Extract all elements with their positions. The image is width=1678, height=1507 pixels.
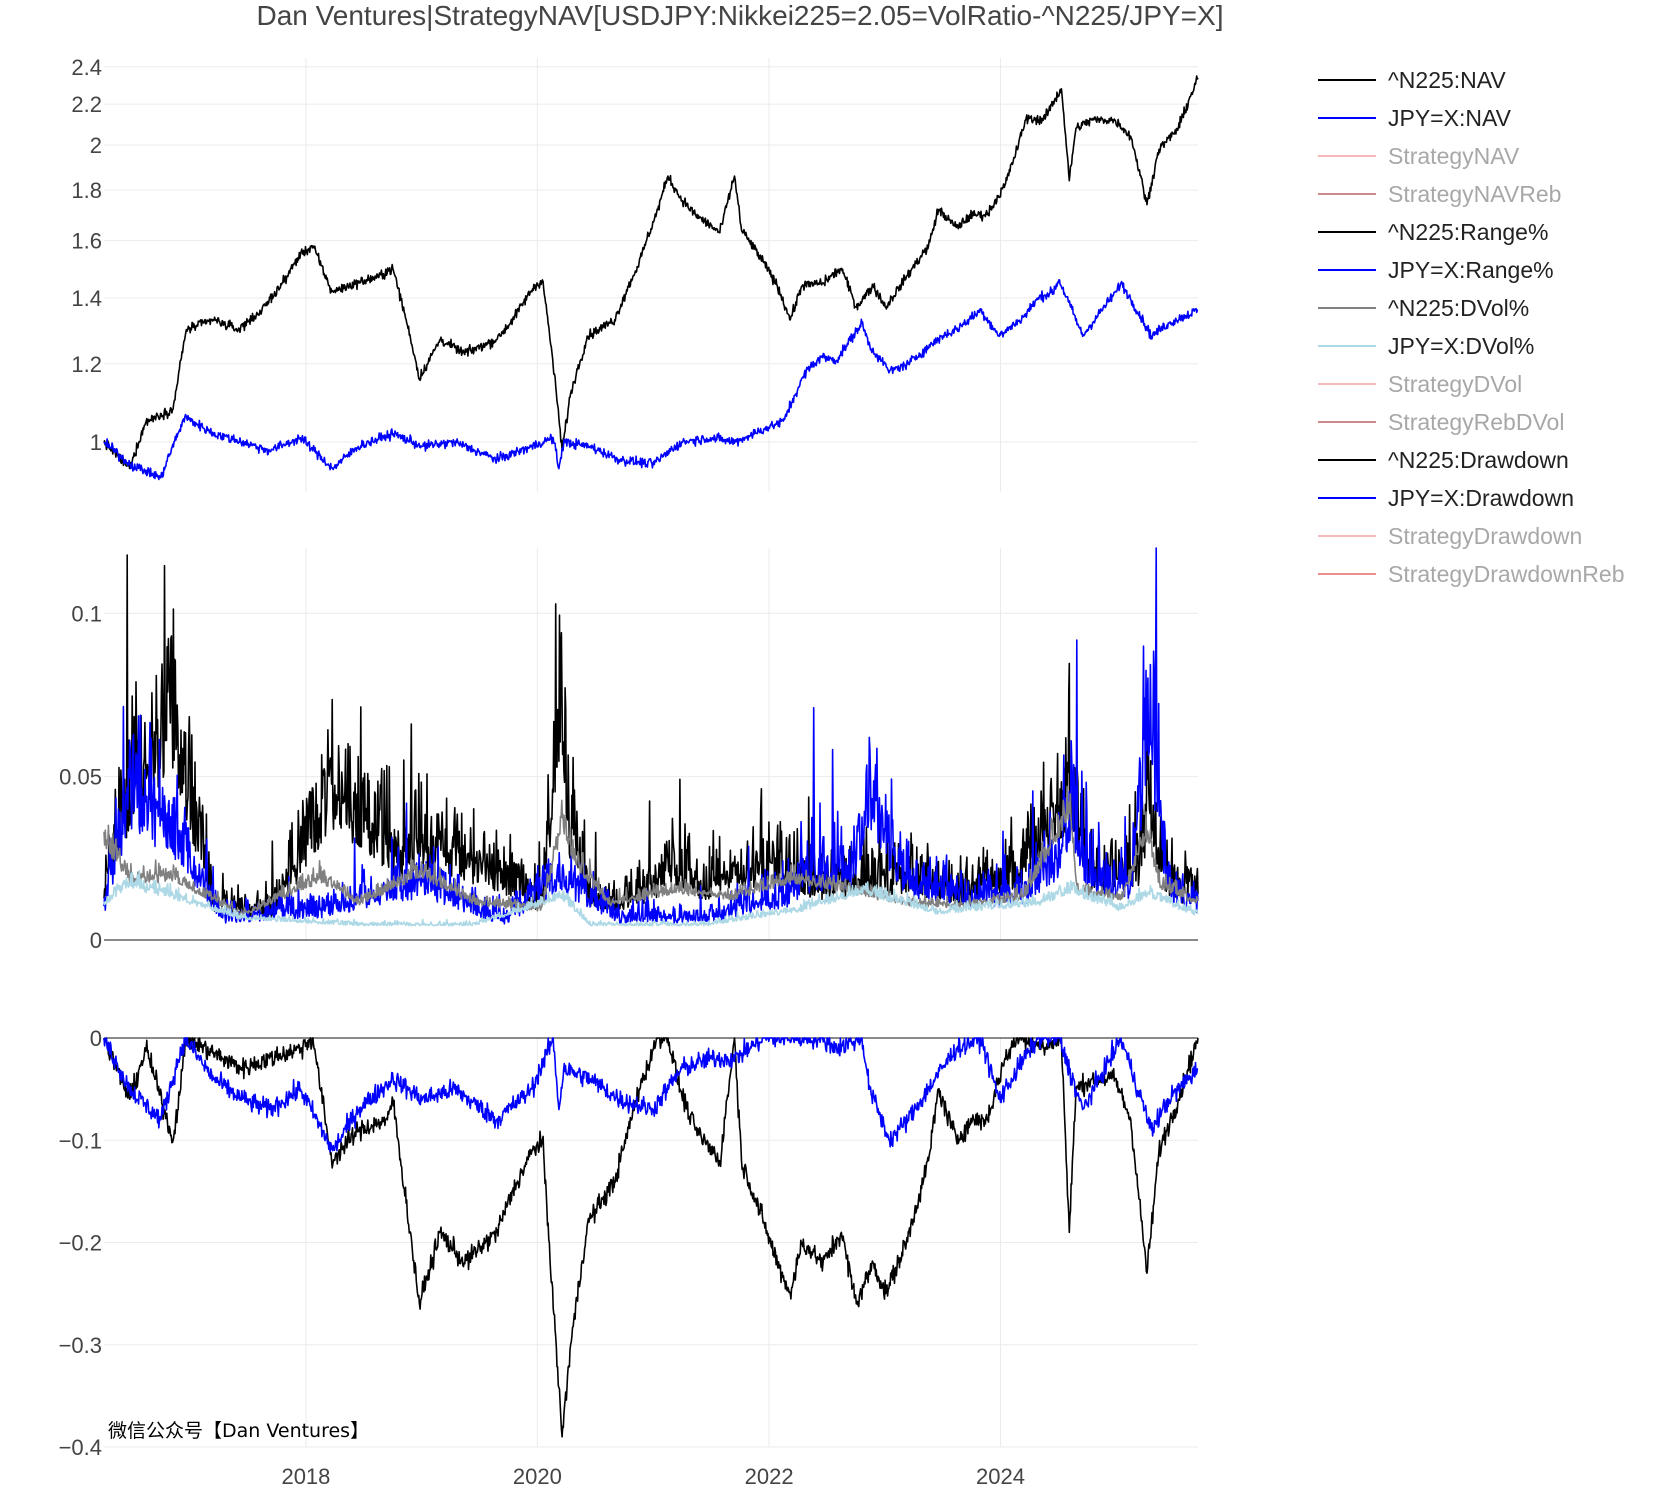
- legend-label: StrategyDrawdown: [1388, 523, 1582, 549]
- x-tick-label-2018: 2018: [281, 1464, 330, 1489]
- y-tick-label: 1.2: [71, 352, 102, 377]
- panel-nav: 2.4 2.2 2 1.8 1.6 1.4 1.2 1: [71, 55, 1199, 492]
- y-tick-label: 0: [90, 928, 102, 953]
- legend-label: ^N225:Drawdown: [1388, 447, 1569, 473]
- legend-label: JPY=X:Range%: [1388, 257, 1554, 283]
- legend-item-strategydrawdown[interactable]: StrategyDrawdown: [1318, 523, 1582, 549]
- legend-label: ^N225:NAV: [1388, 67, 1506, 93]
- y-tick-label: 0: [90, 1026, 102, 1051]
- x-tick-label-2022: 2022: [745, 1464, 794, 1489]
- legend-item-jpy-x-nav[interactable]: JPY=X:NAV: [1318, 105, 1512, 131]
- legend-label: JPY=X:NAV: [1388, 105, 1512, 131]
- legend-item-n225-drawdown[interactable]: ^N225:Drawdown: [1318, 447, 1569, 473]
- y-tick-label: −0.4: [59, 1435, 102, 1460]
- y-tick-label: 0.1: [71, 601, 102, 626]
- legend-label: JPY=X:Drawdown: [1388, 485, 1574, 511]
- panel-drawdown: 0 −0.1 −0.2 −0.3 −0.4: [59, 1026, 1199, 1460]
- series-line-n225-nav: [103, 75, 1199, 470]
- y-tick-label: 0.05: [59, 765, 102, 790]
- legend-item-n225-range[interactable]: ^N225:Range%: [1318, 219, 1548, 245]
- legend-item-jpy-x-dvol[interactable]: JPY=X:DVol%: [1318, 333, 1534, 359]
- y-tick-label: 1.6: [71, 229, 102, 254]
- y-tick-label: −0.2: [59, 1231, 102, 1256]
- y-tick-label: −0.3: [59, 1333, 102, 1358]
- legend-label: JPY=X:DVol%: [1388, 333, 1534, 359]
- x-tick-label-2024: 2024: [976, 1464, 1025, 1489]
- legend-item-strategydrawdownreb[interactable]: StrategyDrawdownReb: [1318, 561, 1625, 587]
- legend-item-jpy-x-drawdown[interactable]: JPY=X:Drawdown: [1318, 485, 1574, 511]
- series-line-jpy-x-dvol: [103, 869, 1199, 927]
- legend-label: StrategyNAVReb: [1388, 181, 1561, 207]
- x-tick-label-2020: 2020: [513, 1464, 562, 1489]
- legend-item-n225-dvol[interactable]: ^N225:DVol%: [1318, 295, 1529, 321]
- y-tick-label: −0.1: [59, 1128, 102, 1153]
- legend-label: ^N225:Range%: [1388, 219, 1548, 245]
- y-tick-label: 2: [90, 133, 102, 158]
- legend-item-strategynav[interactable]: StrategyNAV: [1318, 143, 1520, 169]
- series-line-n225-drawdown: [103, 1037, 1199, 1438]
- legend-label: StrategyRebDVol: [1388, 409, 1564, 435]
- watermark-text: 微信公众号【Dan Ventures】: [108, 1420, 369, 1442]
- legend-item-strategynavreb[interactable]: StrategyNAVReb: [1318, 181, 1561, 207]
- legend[interactable]: ^N225:NAV JPY=X:NAV StrategyNAV StrategyNAV…: [1318, 67, 1625, 587]
- panel-volatility: 0 0.05 0.1: [59, 547, 1199, 953]
- legend-item-strategydvol[interactable]: StrategyDVol: [1318, 371, 1522, 397]
- series-line-jpy-x-nav: [103, 279, 1199, 481]
- legend-item-jpy-x-range[interactable]: JPY=X:Range%: [1318, 257, 1554, 283]
- series-line-n225-dvol: [103, 785, 1199, 918]
- x-axis: 2018 2020 2022 2024: [281, 1464, 1025, 1489]
- legend-item-n225-nav[interactable]: ^N225:NAV: [1318, 67, 1506, 93]
- legend-label: StrategyDrawdownReb: [1388, 561, 1625, 587]
- y-tick-label: 1: [90, 430, 102, 455]
- legend-label: StrategyNAV: [1388, 143, 1520, 169]
- series-line-jpy-x-drawdown: [103, 1037, 1199, 1153]
- legend-label: StrategyDVol: [1388, 371, 1522, 397]
- chart-title: Dan Ventures|StrategyNAV[USDJPY:Nikkei22…: [257, 0, 1224, 31]
- y-tick-label: 1.8: [71, 178, 102, 203]
- y-tick-label: 1.4: [71, 286, 102, 311]
- legend-item-strategyrebdvol[interactable]: StrategyRebDVol: [1318, 409, 1564, 435]
- legend-label: ^N225:DVol%: [1388, 295, 1529, 321]
- y-tick-label: 2.2: [71, 92, 102, 117]
- y-tick-label: 2.4: [71, 55, 102, 80]
